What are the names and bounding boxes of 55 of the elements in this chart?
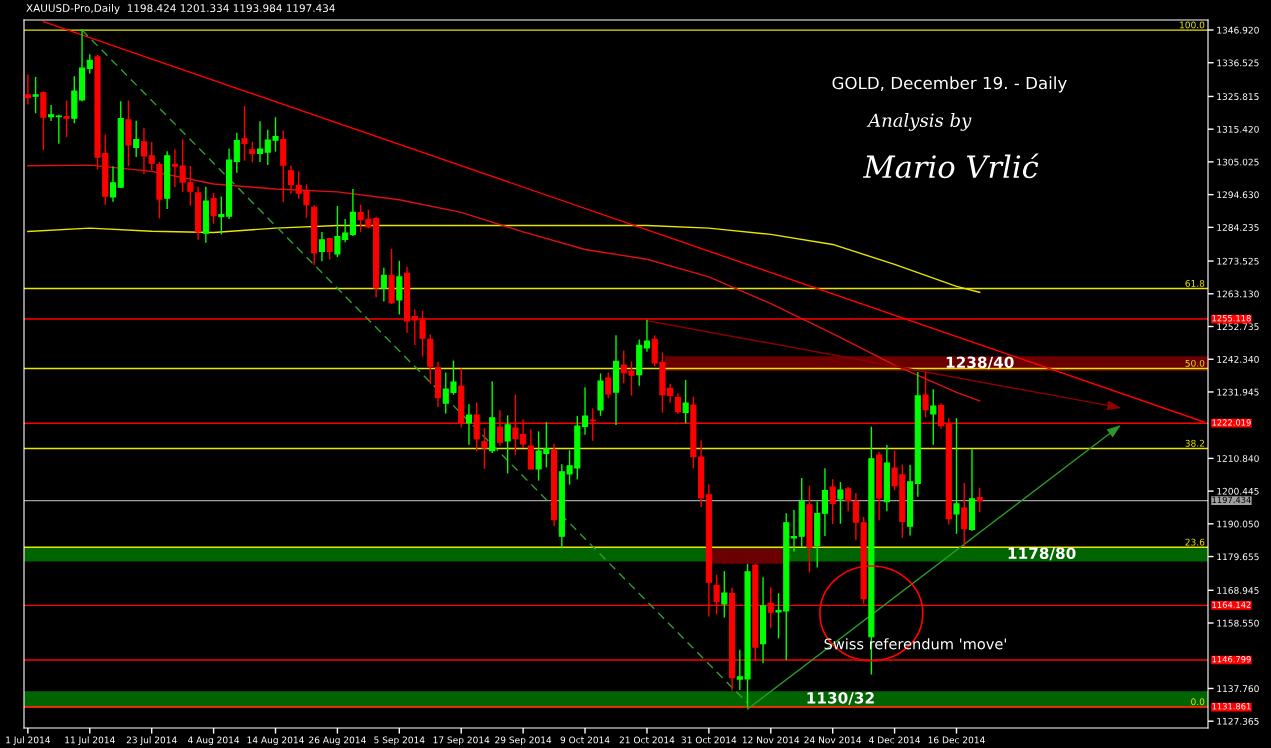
y-tick-label: 1273.525	[1217, 257, 1259, 265]
x-tick-label: 16 Dec 2014	[928, 736, 985, 744]
ref-line-label: 1197.434	[1212, 496, 1251, 504]
y-tick-label: 1179.655	[1217, 553, 1259, 561]
y-tick-label: 1325.815	[1217, 93, 1259, 101]
x-tick-label: 14 Aug 2014	[247, 736, 304, 746]
annotation: 38.2	[1185, 439, 1204, 447]
annotation: Mario Vrlić	[862, 153, 1039, 179]
y-tick-label: 1231.945	[1217, 388, 1259, 396]
y-tick-label: 1127.365	[1217, 717, 1259, 725]
y-tick-label: 1158.550	[1217, 619, 1259, 627]
ref-line-label: 1146.799	[1212, 656, 1251, 663]
y-tick-label: 1242.340	[1217, 355, 1259, 363]
y-tick-label: 1252.735	[1217, 323, 1259, 331]
annotation: 23.6	[1185, 538, 1205, 546]
y-tick-label: 1168.945	[1217, 587, 1259, 594]
x-tick-label: 17 Sep 2014	[433, 736, 490, 746]
annotation: 1238/40	[946, 356, 1014, 370]
y-tick-label: 1336.525	[1217, 59, 1259, 67]
ref-line-label: 1255.118	[1212, 315, 1251, 322]
y-tick-label: 1305.025	[1217, 158, 1259, 166]
x-tick-label: 5 Sep 2014	[374, 736, 425, 746]
y-tick-label: 1294.630	[1217, 191, 1259, 199]
y-tick-label: 1137.760	[1217, 685, 1259, 693]
x-tick-label: 24 Nov 2014	[804, 736, 862, 744]
ref-line-label: 1164.142	[1212, 601, 1251, 608]
y-tick-label: 1315.420	[1217, 125, 1259, 133]
x-tick-label: 29 Sep 2014	[495, 736, 552, 746]
x-tick-label: 21 Oct 2014	[619, 736, 675, 744]
text: GOLD, December 19. - Daily	[832, 76, 1067, 93]
band-label: 1178/80	[1008, 547, 1076, 561]
x-tick-label: 4 Dec 2014	[869, 736, 921, 744]
annotation: 61.8	[1185, 279, 1205, 287]
x-tick-label: 31 Oct 2014	[681, 736, 737, 744]
text: XAUUSD-Pro,Daily 1198.424 1201.334 1193.984 1197.434	[26, 3, 335, 15]
x-tick-label: 9 Oct 2014	[560, 736, 610, 744]
annotation: 0.0	[1191, 698, 1205, 706]
y-tick-label: 1200.445	[1217, 487, 1259, 495]
ref-line-label: 1222.019	[1212, 419, 1251, 426]
x-tick-label: 26 Aug 2014	[309, 736, 366, 746]
band-label: 1130/32	[807, 692, 874, 705]
x-tick-label: 23 Jul 2014	[126, 736, 177, 745]
annotation: 50.0	[1185, 359, 1205, 367]
x-tick-label: 1 Jul 2014	[6, 736, 51, 745]
y-tick-label: 1210.840	[1217, 455, 1259, 462]
annotation: 100.0	[1180, 21, 1205, 29]
x-tick-label: 4 Aug 2014	[187, 736, 240, 746]
y-tick-label: 1346.920	[1217, 26, 1259, 34]
y-tick-label: 1190.050	[1217, 520, 1259, 528]
text: Analysis by	[866, 113, 972, 131]
y-tick-label: 1284.235	[1217, 224, 1259, 231]
x-tick-label: 12 Nov 2014	[742, 736, 800, 744]
y-tick-label: 1263.130	[1217, 290, 1259, 298]
ref-line-label: 1131.861	[1212, 703, 1251, 710]
x-tick-label: 11 Jul 2014	[65, 736, 115, 745]
